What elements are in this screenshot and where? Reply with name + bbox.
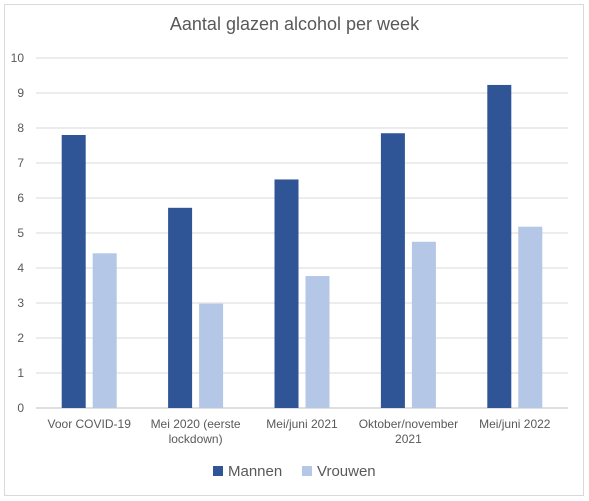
x-category-label: Mei/juni 2021 bbox=[266, 417, 338, 431]
bar-mannen-1 bbox=[168, 207, 193, 408]
legend-swatch-mannen bbox=[213, 466, 223, 476]
bar-mannen-2 bbox=[274, 179, 299, 408]
x-category-label: Mei/juni 2022 bbox=[479, 417, 551, 431]
legend-label-vrouwen: Vrouwen bbox=[317, 463, 376, 480]
y-tick-label: 1 bbox=[17, 366, 24, 380]
bar-vrouwen-1 bbox=[199, 303, 224, 408]
bar-vrouwen-0 bbox=[92, 253, 117, 408]
bar-mannen-3 bbox=[380, 133, 405, 408]
y-tick-label: 8 bbox=[17, 121, 24, 135]
bars bbox=[61, 84, 543, 408]
bar-vrouwen-4 bbox=[518, 226, 543, 408]
x-category-label: Oktober/november bbox=[359, 417, 458, 431]
bar-mannen-4 bbox=[487, 84, 512, 408]
gridlines bbox=[36, 57, 568, 409]
bar-vrouwen-2 bbox=[305, 276, 330, 408]
y-axis-ticks: 0 1 2 3 4 5 6 7 8 9 10 bbox=[11, 51, 25, 415]
legend-swatch-vrouwen bbox=[302, 466, 312, 476]
x-category-label: lockdown) bbox=[169, 432, 223, 446]
y-tick-label: 0 bbox=[17, 401, 24, 415]
chart-title: Aantal glazen alcohol per week bbox=[169, 14, 420, 34]
y-tick-label: 5 bbox=[17, 226, 24, 240]
bar-mannen-0 bbox=[61, 135, 86, 408]
y-tick-label: 3 bbox=[17, 296, 24, 310]
y-tick-label: 4 bbox=[17, 261, 24, 275]
x-category-label: Voor COVID-19 bbox=[48, 417, 132, 431]
y-tick-label: 6 bbox=[17, 191, 24, 205]
x-category-label: 2021 bbox=[395, 432, 422, 446]
legend: Mannen Vrouwen bbox=[213, 463, 376, 480]
legend-label-mannen: Mannen bbox=[228, 463, 282, 480]
y-tick-label: 10 bbox=[11, 51, 25, 65]
x-category-label: Mei 2020 (eerste bbox=[151, 417, 241, 431]
y-tick-label: 9 bbox=[17, 86, 24, 100]
y-tick-label: 2 bbox=[17, 331, 24, 345]
y-tick-label: 7 bbox=[17, 156, 24, 170]
bar-vrouwen-3 bbox=[411, 241, 436, 408]
